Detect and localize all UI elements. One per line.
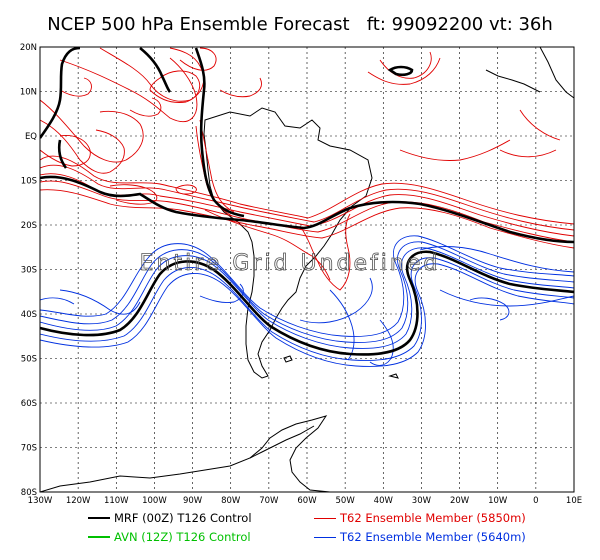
- antarctica-coast: [40, 415, 331, 492]
- longitude-label: 50W: [336, 496, 356, 506]
- antarctic-peninsula: [249, 425, 315, 459]
- west-africa-coast: [485, 69, 541, 93]
- longitude-label: 110W: [104, 496, 129, 506]
- map-frame: [39, 46, 575, 493]
- graticule: [40, 47, 574, 492]
- longitude-label: 100W: [142, 496, 167, 506]
- latitude-label: 20N: [20, 43, 37, 53]
- map-title: NCEP 500 hPa Ensemble Forecast ft: 99092…: [47, 14, 553, 35]
- longitude-label: 120W: [66, 496, 91, 506]
- latitude-label: EQ: [25, 132, 37, 142]
- africa-coast: [539, 47, 574, 99]
- longitude-label: 10E: [566, 496, 582, 506]
- legend-swatch-avn: [88, 536, 110, 538]
- latitude-label: 60S: [21, 399, 37, 409]
- legend-item-mrf: MRF (00Z) T126 Control: [88, 511, 252, 525]
- longitude-label: 0: [533, 496, 538, 506]
- latitude-label: 10S: [21, 177, 37, 187]
- legend-swatch-ens-5640: [314, 536, 336, 538]
- latitude-label: 30S: [21, 266, 37, 276]
- latitude-label: 20S: [21, 221, 37, 231]
- legend-label-ens-5640: T62 Ensemble Member (5640m): [340, 530, 526, 544]
- legend-label-avn: AVN (12Z) T126 Control: [114, 530, 251, 544]
- mrf-control-contours: [40, 47, 574, 356]
- legend-item-ens-5640: T62 Ensemble Member (5640m): [314, 530, 526, 544]
- longitude-label: 30W: [412, 496, 432, 506]
- south-georgia: [388, 373, 399, 379]
- longitude-labels: 130W 120W 110W 100W 90W 80W 70W 60W 50W 40W 30W 20W…: [28, 496, 582, 506]
- longitude-label: 40W: [374, 496, 394, 506]
- mrf-5640-contour: [40, 250, 574, 356]
- ensemble-5640-contours: [40, 235, 574, 367]
- falkland-islands: [283, 355, 293, 363]
- legend-swatch-mrf: [88, 517, 110, 519]
- longitude-label: 130W: [28, 496, 53, 506]
- latitude-label: 10N: [20, 88, 37, 98]
- coastlines: [40, 47, 574, 492]
- latitude-labels: 20N 10N EQ 10S 20S 30S 40S 50S 60S 70S 80S: [20, 43, 37, 498]
- longitude-label: 10W: [488, 496, 508, 506]
- longitude-label: 90W: [183, 496, 203, 506]
- south-america-coast: [203, 107, 373, 379]
- legend-item-ens-5850: T62 Ensemble Member (5850m): [314, 511, 526, 525]
- legend-swatch-ens-5850: [314, 517, 336, 519]
- mrf-5850-north-contour: [40, 47, 81, 139]
- longitude-label: 80W: [221, 496, 241, 506]
- latitude-label: 70S: [21, 444, 37, 454]
- legend-item-avn: AVN (12Z) T126 Control: [88, 530, 251, 544]
- legend-label-mrf: MRF (00Z) T126 Control: [114, 511, 252, 525]
- legend-label-ens-5850: T62 Ensemble Member (5850m): [340, 511, 526, 525]
- longitude-label: 20W: [450, 496, 470, 506]
- latitude-label: 40S: [21, 310, 37, 320]
- longitude-label: 60W: [297, 496, 317, 506]
- longitude-label: 70W: [259, 496, 279, 506]
- undefined-grid-overlay: Entire Grid Undefined: [140, 251, 441, 276]
- latitude-label: 50S: [21, 355, 37, 365]
- latitude-label: 80S: [21, 488, 37, 498]
- mrf-5850-contour: [40, 175, 574, 244]
